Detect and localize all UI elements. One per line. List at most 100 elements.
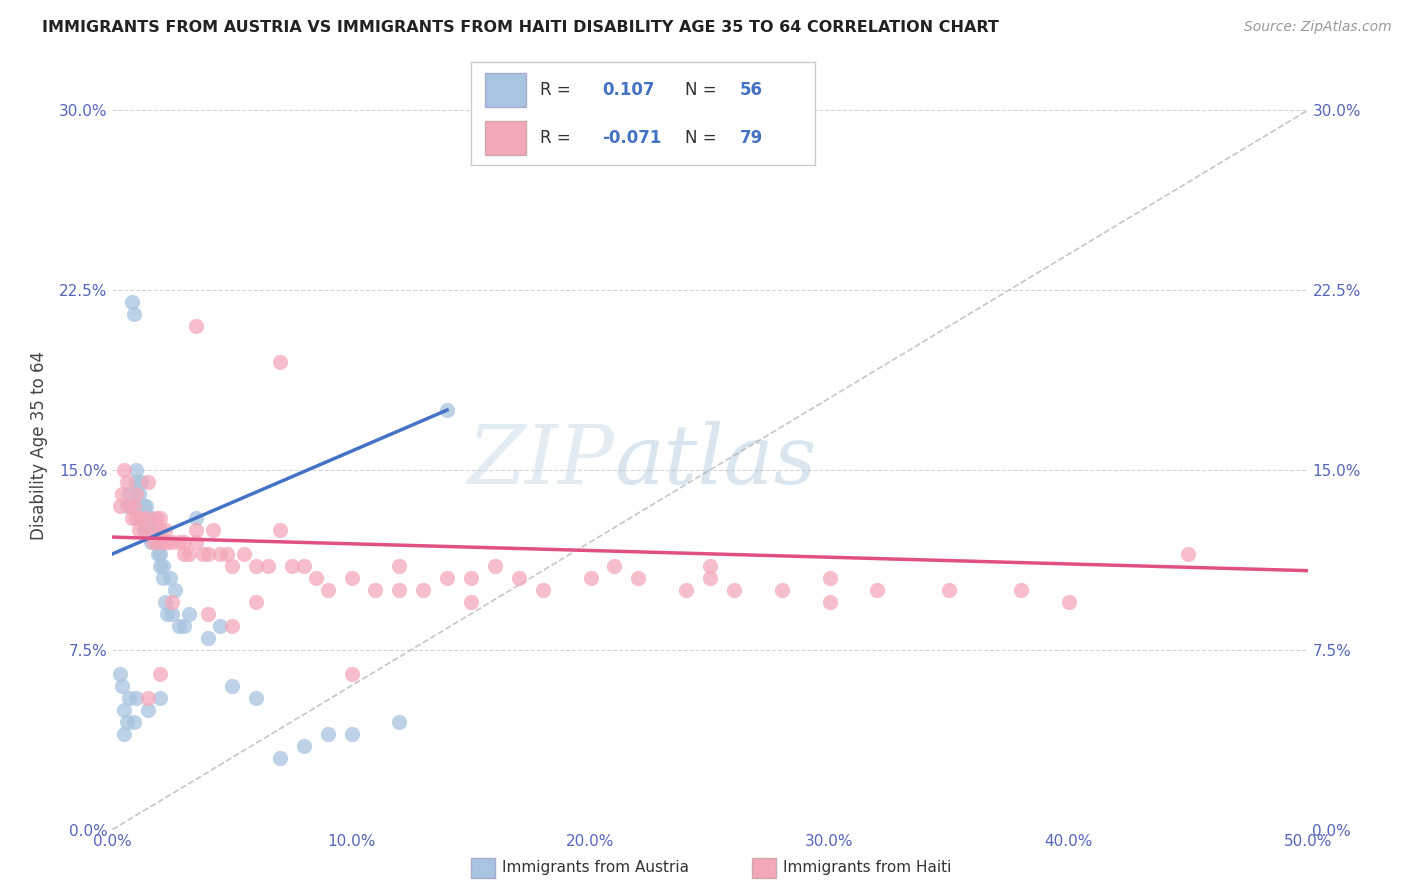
Point [269, 750, 291, 764]
Point [125, 511, 148, 525]
Point [108, 666, 131, 681]
Point [627, 571, 650, 585]
Text: atlas: atlas [614, 421, 817, 501]
Point [245, 558, 267, 573]
Point [114, 463, 135, 477]
Text: Immigrants from Haiti: Immigrants from Haiti [783, 861, 952, 875]
Point [245, 595, 267, 609]
Point [1057, 595, 1080, 609]
Point [193, 547, 215, 561]
Point [125, 499, 148, 513]
Point [531, 582, 554, 597]
Point [364, 582, 387, 597]
Point [866, 582, 889, 597]
Point [108, 499, 131, 513]
Point [173, 534, 195, 549]
Point [149, 547, 172, 561]
FancyBboxPatch shape [485, 73, 526, 106]
Point [938, 582, 960, 597]
Point [152, 534, 174, 549]
Point [149, 511, 172, 525]
Point [115, 714, 138, 729]
Text: Immigrants from Austria: Immigrants from Austria [502, 861, 689, 875]
Point [186, 523, 208, 537]
Point [173, 619, 195, 633]
Point [149, 666, 172, 681]
Point [233, 547, 256, 561]
Point [159, 571, 181, 585]
Point [209, 619, 232, 633]
Point [699, 558, 721, 573]
Text: R =: R = [540, 128, 571, 147]
Point [412, 582, 434, 597]
Point [162, 534, 183, 549]
Point [122, 499, 145, 513]
Point [316, 582, 339, 597]
Point [1010, 582, 1032, 597]
Point [114, 726, 135, 740]
Point [128, 487, 150, 501]
Point [139, 511, 162, 525]
Text: R =: R = [540, 80, 571, 99]
Point [125, 463, 148, 477]
Point [221, 679, 243, 693]
Point [197, 547, 219, 561]
Point [138, 475, 160, 489]
FancyBboxPatch shape [485, 121, 526, 155]
Point [436, 403, 458, 417]
Point [114, 703, 135, 717]
Point [129, 511, 152, 525]
Point [292, 558, 315, 573]
Point [132, 523, 155, 537]
Point [118, 487, 141, 501]
Point [201, 523, 224, 537]
Point [118, 499, 141, 513]
Point [316, 726, 339, 740]
Point [125, 475, 148, 489]
Point [292, 739, 315, 753]
Point [221, 558, 243, 573]
Point [818, 571, 841, 585]
Point [149, 523, 172, 537]
Point [770, 582, 793, 597]
Point [221, 619, 243, 633]
Text: 0.107: 0.107 [602, 80, 654, 99]
Point [197, 631, 219, 645]
Point [111, 679, 134, 693]
Point [145, 511, 167, 525]
Point [723, 582, 745, 597]
Point [460, 571, 482, 585]
Point [115, 499, 138, 513]
Point [122, 714, 145, 729]
Point [121, 295, 143, 310]
Point [152, 571, 174, 585]
Point [699, 571, 721, 585]
Point [142, 523, 165, 537]
Point [132, 523, 155, 537]
Point [257, 558, 280, 573]
Point [169, 619, 191, 633]
Text: -0.071: -0.071 [602, 128, 661, 147]
Point [186, 319, 208, 334]
Point [156, 607, 179, 621]
Point [153, 595, 176, 609]
Point [125, 690, 148, 705]
Point [177, 607, 200, 621]
Point [281, 558, 304, 573]
Point [340, 726, 363, 740]
Point [125, 487, 148, 501]
Point [145, 534, 167, 549]
Point [177, 547, 200, 561]
Point [217, 547, 239, 561]
Point [186, 534, 208, 549]
Point [129, 475, 152, 489]
Point [340, 666, 363, 681]
Point [173, 547, 195, 561]
Point [139, 534, 162, 549]
Text: 79: 79 [740, 128, 763, 147]
Y-axis label: Disability Age 35 to 64: Disability Age 35 to 64 [30, 351, 48, 541]
Text: IMMIGRANTS FROM AUSTRIA VS IMMIGRANTS FROM HAITI DISABILITY AGE 35 TO 64 CORRELA: IMMIGRANTS FROM AUSTRIA VS IMMIGRANTS FR… [42, 20, 1000, 35]
Point [138, 690, 160, 705]
Point [115, 475, 138, 489]
Point [169, 534, 191, 549]
